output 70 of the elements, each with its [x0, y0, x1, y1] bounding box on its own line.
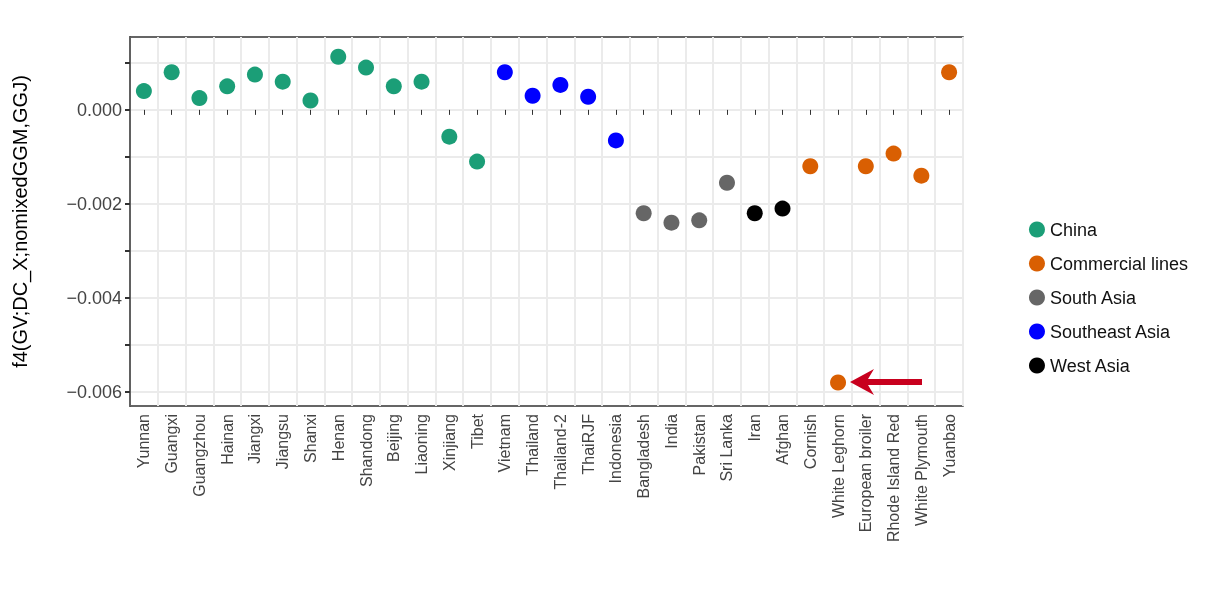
- point: [135, 83, 152, 100]
- point: [885, 145, 902, 162]
- x-tick-label: Jiangsu: [274, 414, 292, 470]
- x-tick-label: Guangzhou: [190, 414, 208, 497]
- x-tick-label: Liaoning: [413, 414, 431, 475]
- point: [607, 132, 624, 149]
- x-tick-label: Jiangxi: [246, 414, 264, 464]
- y-axis-title: f4(GV;DC_X;nomixedGGM,GGJ): [9, 75, 32, 368]
- legend-label: South Asia: [1049, 287, 1138, 308]
- x-tick-label: Guangxi: [163, 414, 181, 474]
- point: [358, 59, 375, 76]
- x-tick-label: Thailand: [524, 414, 542, 476]
- point: [219, 78, 236, 95]
- point: [691, 212, 708, 229]
- x-tick-label: Beijing: [385, 414, 403, 463]
- x-tick-label: European broiler: [857, 413, 875, 533]
- x-tick-label: Cornish: [801, 414, 819, 470]
- y-tick-label: 0.000: [76, 99, 122, 120]
- x-tick-label: Pakistan: [690, 414, 708, 476]
- point: [857, 158, 874, 175]
- point: [663, 214, 680, 231]
- x-tick-label: Thailand-2: [551, 413, 569, 490]
- point: [413, 73, 430, 90]
- point: [913, 167, 930, 184]
- x-tick-label: White Leghorn: [829, 414, 847, 519]
- x-tick-label: Yuanbao: [940, 413, 958, 478]
- point: [246, 66, 263, 83]
- x-tick-label: Hainan: [218, 414, 236, 465]
- x-tick-label: Vietnam: [496, 414, 514, 473]
- legend-label: Southeast Asia: [1049, 321, 1172, 342]
- point: [719, 174, 735, 191]
- x-tick-label: Rhode Island Red: [885, 414, 903, 543]
- x-tick-label: Yunnan: [135, 414, 153, 469]
- point: [163, 64, 180, 81]
- x-tick-label: Shanxi: [301, 414, 319, 463]
- point: [302, 92, 319, 109]
- point: [635, 205, 652, 222]
- x-tick-label: Sri Lanka: [718, 413, 736, 482]
- point: [802, 158, 819, 175]
- x-tick-label: Xinjiang: [440, 414, 458, 471]
- point: [830, 374, 847, 391]
- y-tick-label: −0.006: [66, 381, 122, 402]
- y-tick-label: −0.004: [66, 287, 122, 308]
- x-tick-label: India: [662, 413, 680, 449]
- x-tick-label: Henan: [329, 414, 347, 462]
- x-tick-label: Afghan: [774, 414, 792, 465]
- legend-label: Commercial lines: [1049, 253, 1189, 274]
- point: [469, 153, 486, 170]
- legend-label: China: [1049, 219, 1098, 240]
- point: [941, 64, 958, 81]
- point: [580, 88, 597, 105]
- x-tick-label: ThaiRJF: [579, 413, 597, 475]
- legend-label: West Asia: [1049, 355, 1131, 376]
- point: [746, 205, 763, 222]
- point: [552, 76, 569, 93]
- x-tick-label: White Plymouth: [912, 414, 930, 527]
- point: [441, 128, 458, 145]
- point: [274, 73, 291, 90]
- x-tick-label: Iran: [746, 414, 764, 442]
- x-tick-label: Indonesia: [607, 413, 625, 484]
- y-tick-label: −0.002: [66, 193, 122, 214]
- x-tick-label: Bangladesh: [635, 414, 653, 499]
- x-tick-label: Tibet: [468, 413, 486, 449]
- point: [385, 78, 402, 95]
- point: [330, 48, 347, 65]
- x-tick-label: Shandong: [357, 414, 375, 487]
- point: [191, 90, 208, 107]
- point: [524, 87, 541, 104]
- point: [774, 200, 791, 217]
- point: [496, 64, 513, 81]
